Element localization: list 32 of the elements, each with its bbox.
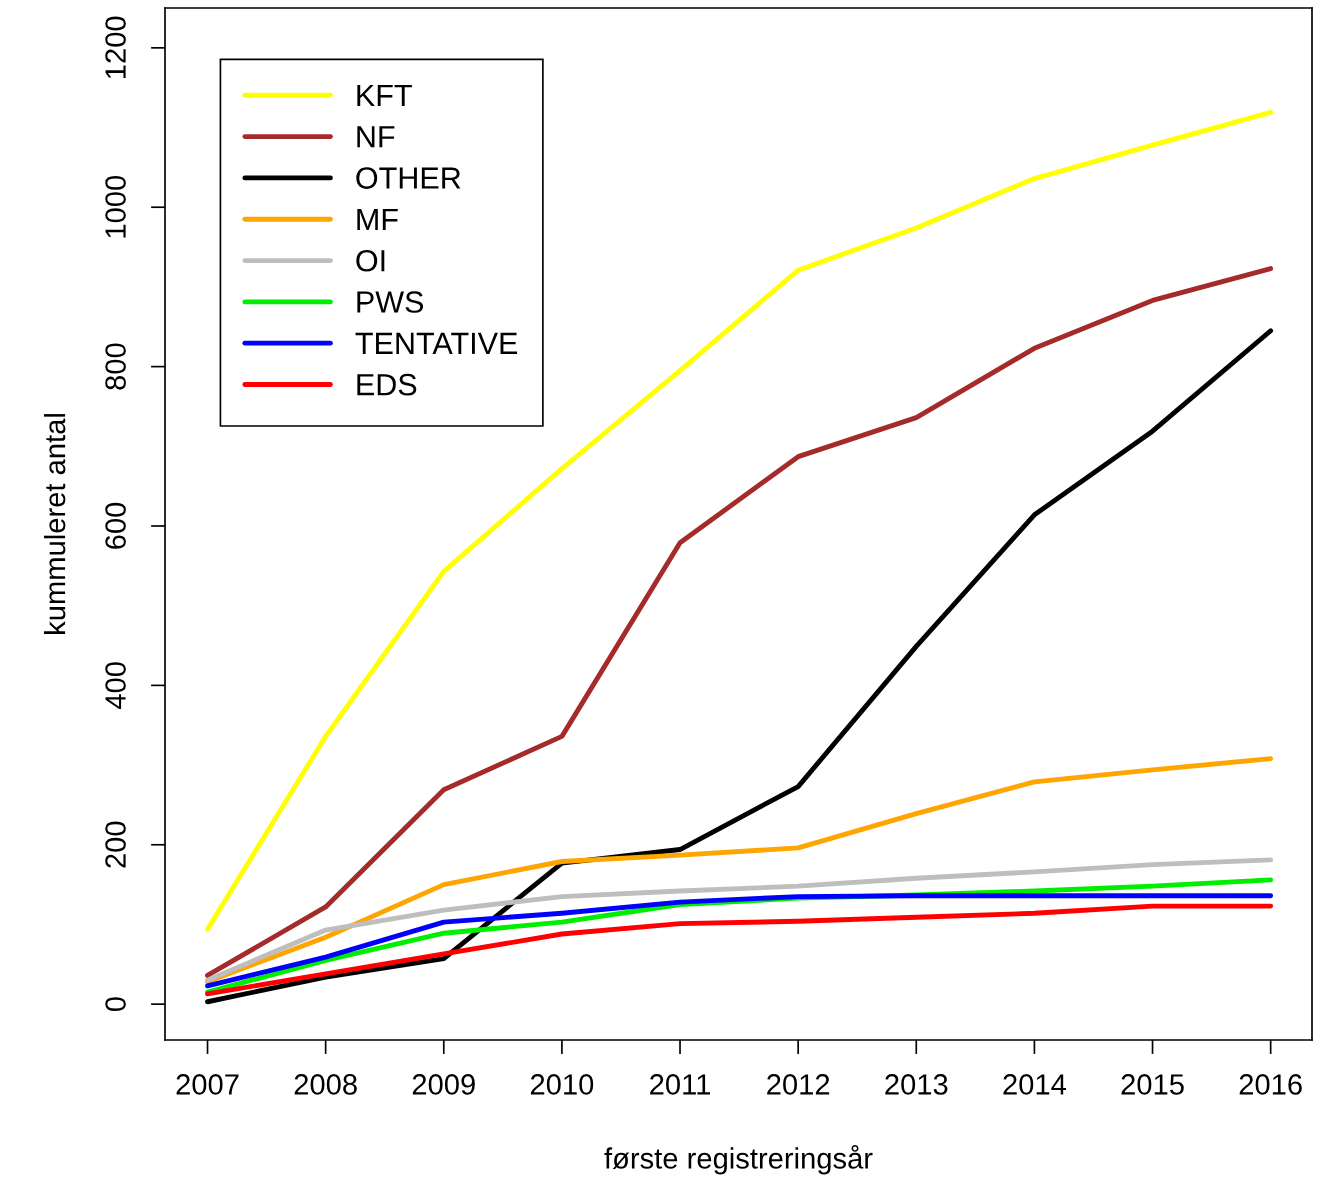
line-series <box>205 857 1274 983</box>
line-series <box>205 756 1274 985</box>
legend-label: OI <box>356 249 385 272</box>
y-tick-label: 800 <box>105 343 126 390</box>
legend-label: EDS <box>357 373 417 396</box>
x-tick-label: 2015 <box>1121 1074 1184 1095</box>
x-axis-title: første registreringsår <box>604 1144 873 1175</box>
line-series <box>205 903 1274 997</box>
legend-label: KFT <box>357 84 412 106</box>
x-tick-label: 2012 <box>767 1074 830 1095</box>
y-tick-label: 1000 <box>105 175 126 238</box>
x-tick-label: 2010 <box>530 1074 594 1095</box>
y-tick-label: 600 <box>105 502 126 549</box>
x-tick-label: 2009 <box>412 1074 475 1095</box>
x-tick-label: 2007 <box>176 1074 239 1095</box>
line-series <box>205 109 1274 932</box>
legend-label: PWS <box>357 291 424 313</box>
line-series <box>205 893 1274 989</box>
x-tick-label: 2014 <box>1003 1074 1066 1095</box>
x-tick-label: 2016 <box>1239 1074 1302 1095</box>
x-tick-label: 2008 <box>294 1074 357 1095</box>
legend-label: OTHER <box>356 167 461 189</box>
legend-label: TENTATIVE <box>355 332 518 354</box>
legend-label: NF <box>357 126 395 148</box>
y-tick-label: 1200 <box>105 16 126 79</box>
legend-label: MF <box>357 208 398 230</box>
y-tick-label: 200 <box>105 821 126 868</box>
y-tick-label: 400 <box>105 662 126 710</box>
y-tick-label: 0 <box>105 997 126 1012</box>
y-axis-title: kummuleret antal <box>43 414 66 634</box>
x-tick-label: 2011 <box>650 1074 710 1095</box>
x-tick-label: 2013 <box>885 1074 948 1095</box>
